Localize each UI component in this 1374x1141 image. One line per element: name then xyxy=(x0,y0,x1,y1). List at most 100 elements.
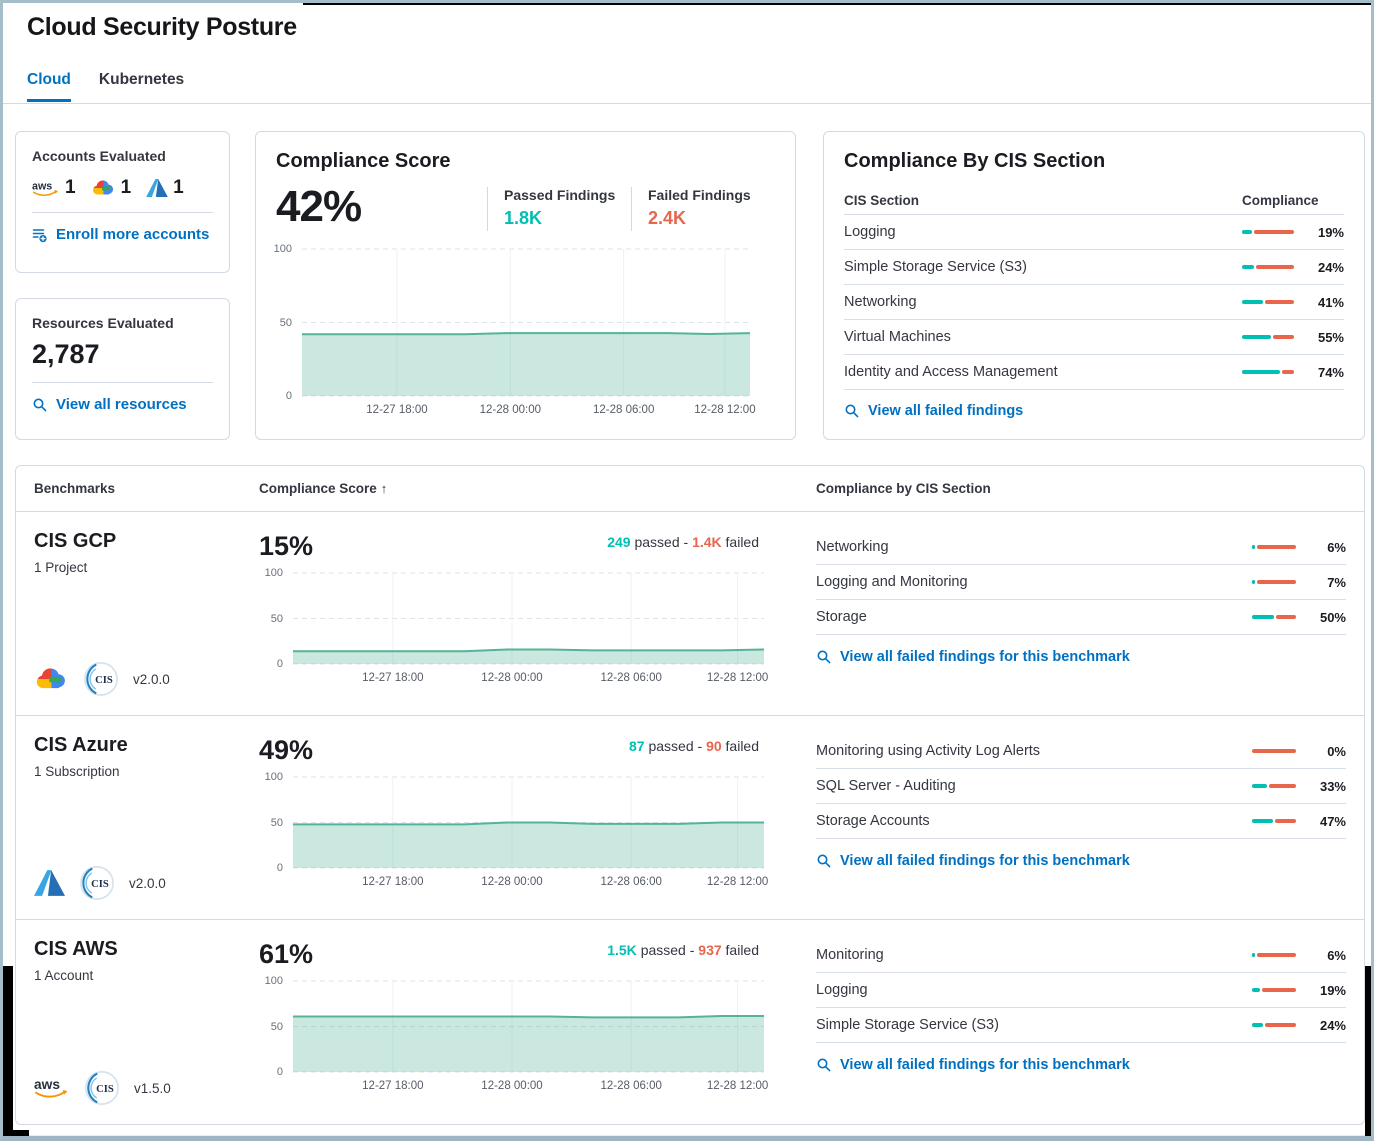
compliance-score-title: Compliance Score xyxy=(276,150,451,172)
compliance-pct: 50% xyxy=(1319,609,1346,625)
table-row: Networking 6% xyxy=(816,530,1346,565)
cis-section-table-header: CIS Section Compliance xyxy=(844,187,1344,215)
provider-counts: aws 1 1 1 xyxy=(32,177,213,199)
benchmark-pass-fail: 87 passed - 90 failed xyxy=(629,738,759,754)
compliance-pct: 47% xyxy=(1319,813,1346,829)
screenshot-artifact xyxy=(3,966,13,1136)
compliance-bar xyxy=(1252,1023,1296,1027)
benchmarks-table-header: Benchmarks Compliance Score ↑ Compliance … xyxy=(16,466,1364,512)
failed-count: 1.4K xyxy=(692,534,722,550)
resources-evaluated-card: Resources Evaluated 2,787 View all resou… xyxy=(15,298,230,440)
compliance-bar xyxy=(1252,749,1296,753)
view-all-failed-findings-label: View all failed findings xyxy=(868,403,1024,419)
col-compliance-by-cis-section: Compliance by CIS Section xyxy=(816,481,991,496)
view-failed-findings-benchmark-link[interactable]: View all failed findings for this benchm… xyxy=(816,649,1346,665)
section-name: Networking xyxy=(844,294,917,310)
benchmark-pass-fail: 1.5K passed - 937 failed xyxy=(607,942,759,958)
svg-text:aws: aws xyxy=(34,1077,60,1092)
compliance-bar xyxy=(1242,300,1294,304)
failed-findings-label: Failed Findings xyxy=(648,187,751,203)
tab-kubernetes[interactable]: Kubernetes xyxy=(98,71,185,88)
benchmark-version: v1.5.0 xyxy=(134,1080,171,1096)
compliance-pct: 24% xyxy=(1317,259,1344,275)
section-name: SQL Server - Auditing xyxy=(816,778,956,794)
passed-findings-stat: Passed Findings 1.8K xyxy=(487,187,631,232)
passed-findings-label: Passed Findings xyxy=(504,187,616,203)
section-name: Identity and Access Management xyxy=(844,364,1058,380)
cis-section-table: CIS Section Compliance Logging 19% Simpl… xyxy=(844,187,1344,390)
resources-count: 2,787 xyxy=(32,339,100,369)
view-failed-findings-benchmark-label: View all failed findings for this benchm… xyxy=(840,853,1130,869)
compliance-bar xyxy=(1252,580,1296,584)
enroll-accounts-icon xyxy=(32,227,48,243)
benchmark-name: CIS AWS xyxy=(34,938,118,960)
compliance-pct: 6% xyxy=(1327,947,1346,963)
compliance-pct: 74% xyxy=(1317,364,1344,380)
table-row: Monitoring 6% xyxy=(816,938,1346,973)
compliance-pct: 33% xyxy=(1319,778,1346,794)
screenshot-artifact xyxy=(3,1130,29,1136)
section-name: Storage Accounts xyxy=(816,813,930,829)
compliance-score-value: 42% xyxy=(276,182,362,231)
benchmark-version: v2.0.0 xyxy=(133,671,170,687)
benchmark-row-cis-aws: CIS AWS 1 Account aws CIS v1.5.0 61% 1.5… xyxy=(16,920,1364,1124)
section-name: Networking xyxy=(816,539,889,555)
passed-findings-value: 1.8K xyxy=(504,208,543,228)
section-name: Monitoring using Activity Log Alerts xyxy=(816,743,1041,759)
tabs-divider xyxy=(3,103,1371,104)
compliance-bar xyxy=(1252,615,1296,619)
compliance-bar xyxy=(1252,784,1296,788)
enroll-more-accounts-link[interactable]: Enroll more accounts xyxy=(32,226,213,243)
benchmark-version: v2.0.0 xyxy=(129,875,166,891)
screenshot-artifact xyxy=(303,3,1371,5)
section-name: Simple Storage Service (S3) xyxy=(844,259,1027,275)
search-icon xyxy=(844,403,860,419)
azure-count: 1 xyxy=(173,177,184,198)
aws-count: 1 xyxy=(65,177,76,198)
passed-count: 249 xyxy=(607,534,631,550)
svg-text:aws: aws xyxy=(32,180,52,192)
compliance-bar xyxy=(1252,988,1296,992)
benchmark-subtitle: 1 Project xyxy=(34,560,88,575)
tab-cloud[interactable]: Cloud xyxy=(27,71,71,102)
benchmark-subtitle: 1 Account xyxy=(34,968,94,983)
compliance-pct: 19% xyxy=(1319,982,1346,998)
card-divider xyxy=(32,212,213,213)
compliance-pct: 19% xyxy=(1317,224,1344,240)
section-name: Storage xyxy=(816,609,867,625)
benchmark-subtitle: 1 Subscription xyxy=(34,764,120,779)
search-icon xyxy=(816,649,832,665)
compliance-pct: 7% xyxy=(1327,574,1346,590)
view-all-resources-link[interactable]: View all resources xyxy=(32,396,213,413)
azure-account-count: 1 xyxy=(146,177,184,199)
view-failed-findings-benchmark-link[interactable]: View all failed findings for this benchm… xyxy=(816,853,1346,869)
gcp-account-count: 1 xyxy=(91,177,131,199)
view-failed-findings-benchmark-link[interactable]: View all failed findings for this benchm… xyxy=(816,1057,1346,1073)
section-name: Virtual Machines xyxy=(844,329,951,345)
azure-logo-icon xyxy=(146,179,168,197)
cis-azure-trend-chart: 0 50 100 12-27 18:00 12-28 00:00 12-28 06:00 1… xyxy=(264,771,769,889)
failed-findings-stat: Failed Findings 2.4K xyxy=(631,187,775,232)
section-name: Logging xyxy=(844,224,896,240)
passed-count: 87 xyxy=(629,738,645,754)
compliance-bar xyxy=(1252,545,1296,549)
view-all-failed-findings-link[interactable]: View all failed findings xyxy=(844,403,1344,419)
table-row: Identity and Access Management 74% xyxy=(844,355,1344,390)
failed-count: 90 xyxy=(706,738,722,754)
search-icon xyxy=(816,1057,832,1073)
benchmark-name: CIS GCP xyxy=(34,530,117,552)
compliance-bar xyxy=(1242,230,1294,234)
passed-count: 1.5K xyxy=(607,942,637,958)
bottom-divider xyxy=(6,1135,1368,1136)
table-row: Simple Storage Service (S3) 24% xyxy=(844,250,1344,285)
benchmark-row-cis-gcp: CIS GCP 1 Project CIS v2.0.0 15% 249 pas… xyxy=(16,512,1364,716)
gcp-logo-icon xyxy=(91,178,116,198)
card-divider xyxy=(32,382,213,383)
table-row: Storage Accounts 47% xyxy=(816,804,1346,839)
aws-logo-icon: aws xyxy=(32,179,60,198)
enroll-more-accounts-label: Enroll more accounts xyxy=(56,226,210,243)
failed-count: 937 xyxy=(698,942,722,958)
col-compliance-score-sort[interactable]: Compliance Score ↑ xyxy=(259,481,804,496)
compliance-pct: 0% xyxy=(1327,743,1346,759)
